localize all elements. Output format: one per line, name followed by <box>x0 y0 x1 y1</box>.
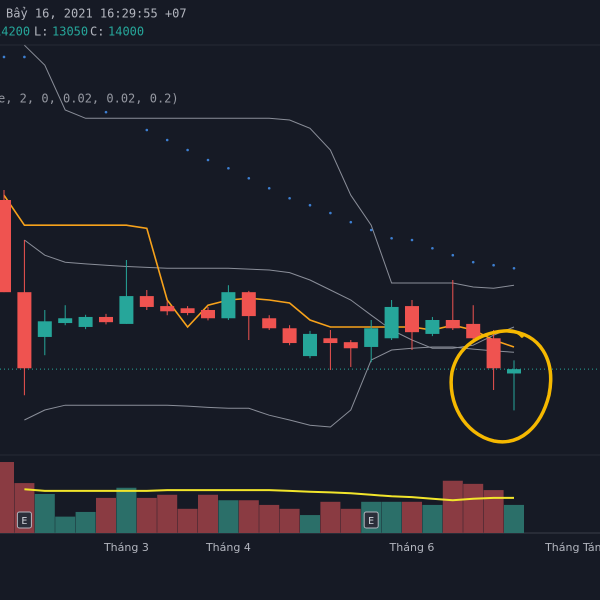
sar-dot <box>431 246 434 250</box>
volume-bar <box>75 511 96 533</box>
volume-bar <box>402 501 422 533</box>
volume-bar <box>96 497 116 533</box>
candle-body <box>139 296 154 307</box>
header-low-label: L: <box>34 25 48 39</box>
volume-bar <box>116 487 137 533</box>
event-marker <box>363 511 379 529</box>
sar-dot <box>390 236 393 240</box>
candle-body <box>37 321 52 337</box>
candle-body <box>17 292 32 369</box>
candle-body <box>99 316 113 323</box>
header-high: 14200 <box>0 25 30 39</box>
candle-body <box>78 316 93 327</box>
header-close-label: C: <box>90 25 104 39</box>
candle-body <box>282 328 297 344</box>
volume-bar <box>259 504 280 533</box>
header-datetime: Bẩy 16, 2021 16:29:55 +07 <box>6 7 187 21</box>
volume-ma-line <box>24 488 514 502</box>
sar-dot <box>23 55 26 59</box>
candle-body <box>343 342 358 349</box>
sar-dot <box>308 203 312 207</box>
volume-bar <box>198 494 218 533</box>
volume-bar <box>55 516 76 533</box>
upper-band <box>24 44 515 289</box>
event-marker <box>16 511 32 529</box>
candle-body <box>486 338 501 369</box>
header-low: 13050 <box>52 25 88 39</box>
volume-bar <box>279 508 300 533</box>
candle-body <box>425 320 440 334</box>
volume-bar <box>504 504 524 533</box>
plot: E E Tháng 3 Tháng 4 Tháng 6 Tháng Tám <box>0 44 600 554</box>
candle-body <box>0 200 11 293</box>
event-label: E <box>368 516 374 527</box>
sar-dot <box>247 176 251 180</box>
volume-bar <box>381 501 402 533</box>
candle-body <box>466 323 481 339</box>
volume-bar <box>34 494 55 533</box>
annotation-circle <box>449 329 553 444</box>
lower-band <box>24 346 515 428</box>
volume-bar <box>483 490 504 533</box>
candle-body <box>58 318 73 324</box>
sar-dot <box>227 166 230 170</box>
sar-dot <box>288 196 291 200</box>
candle-body <box>201 310 215 319</box>
candle-body <box>180 308 195 314</box>
candle-body <box>384 306 399 339</box>
x-tick-label: Tháng Tám <box>544 541 600 554</box>
sar-dot <box>349 220 353 224</box>
middle-band <box>24 239 515 349</box>
sar-dot <box>2 55 6 59</box>
sar-dot <box>104 110 108 114</box>
volume-bar <box>442 480 463 533</box>
x-tick-label: Tháng 3 <box>103 541 149 554</box>
sar-dot <box>165 138 169 142</box>
candle-body <box>160 306 175 312</box>
volume-bar <box>463 483 484 533</box>
volume-bar <box>136 497 157 533</box>
candle-body <box>405 306 419 333</box>
candle-body <box>445 320 460 329</box>
sar-dot <box>186 148 189 152</box>
candle-body <box>364 328 379 347</box>
header-close: 14000 <box>108 25 144 39</box>
volume-bar <box>0 462 14 533</box>
indicator-params: e, 2, 0, 0.02, 0.02, 0.2) <box>0 92 179 106</box>
event-label: E <box>21 516 27 527</box>
volume-bar <box>320 501 341 533</box>
x-tick-label: Tháng 4 <box>205 541 251 554</box>
candle-body <box>241 292 256 317</box>
candle-body <box>119 296 134 324</box>
sar-dot <box>369 228 373 232</box>
volume-bar <box>238 500 259 533</box>
sar-dot <box>471 260 475 264</box>
sar-dot <box>267 186 271 190</box>
sar-dot <box>410 238 414 242</box>
volume-bar <box>422 504 443 533</box>
volume-bar <box>340 508 361 533</box>
sar-dot <box>451 253 455 257</box>
volume-bar <box>218 500 239 533</box>
sar-dot <box>206 158 210 162</box>
candle-body <box>262 318 277 329</box>
candle-body <box>303 333 317 357</box>
x-tick-label: Tháng 6 <box>389 541 435 554</box>
candle-body <box>507 369 521 374</box>
candle-body <box>323 338 338 344</box>
volume-bar <box>177 508 198 533</box>
sar-dot <box>329 211 332 215</box>
volume-bar <box>157 494 178 533</box>
candle-body <box>221 292 236 319</box>
sar-dot <box>492 263 495 267</box>
sar-dot <box>145 128 149 132</box>
sar-dot <box>512 266 516 270</box>
volume-bar <box>300 515 320 533</box>
